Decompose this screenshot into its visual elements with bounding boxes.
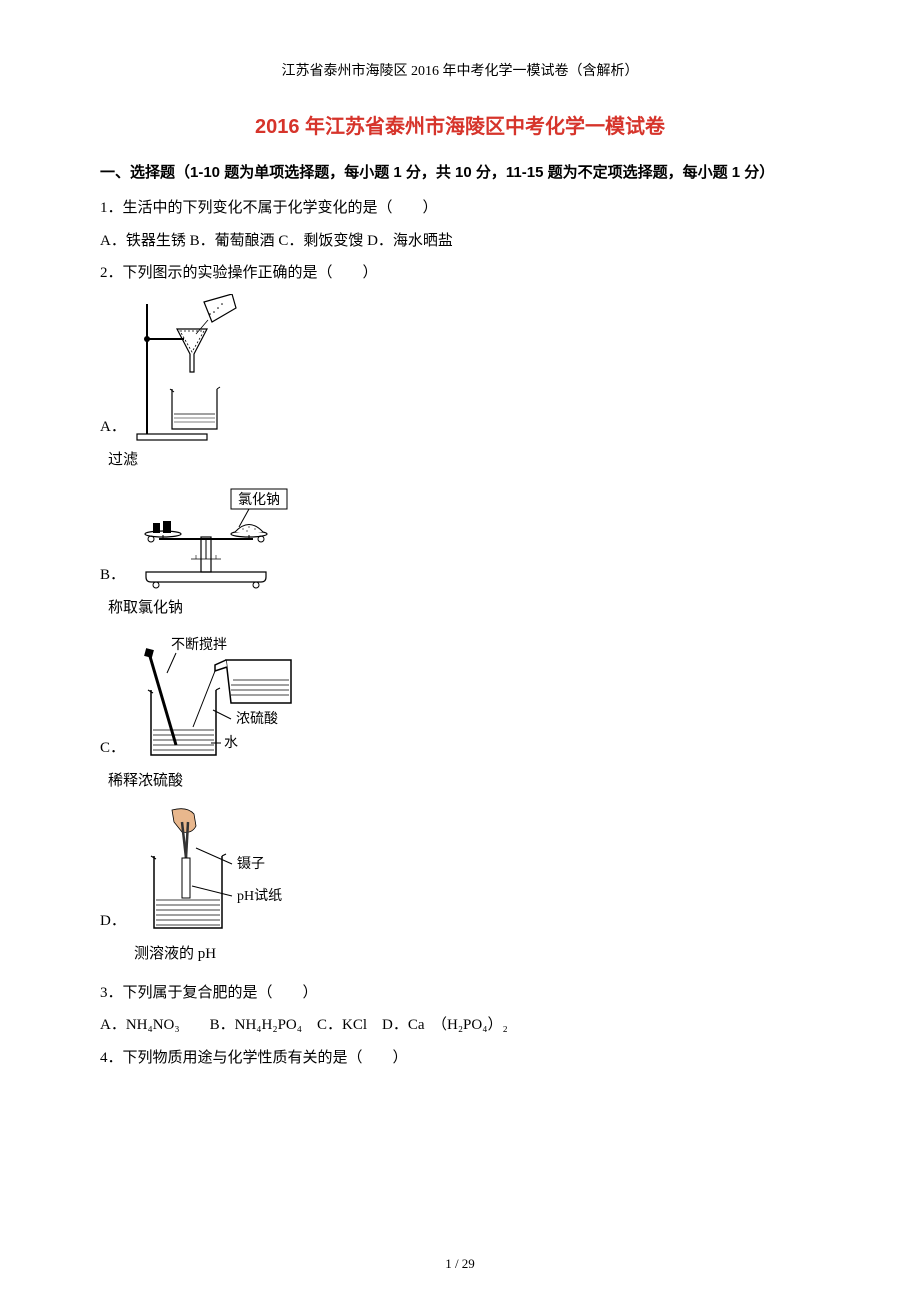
page-footer: 1 / 29	[0, 1256, 920, 1272]
q2-option-b: B． 氯化钠	[100, 485, 820, 627]
filtration-diagram	[132, 294, 242, 444]
q2-c-letter: C．	[100, 738, 125, 765]
q2-a-letter: A．	[100, 417, 126, 444]
water-label: 水	[224, 735, 238, 751]
balance-diagram: 氯化钠	[131, 487, 301, 592]
q2-a-caption: 过滤	[108, 448, 820, 469]
ph-paper-label: pH试纸	[237, 888, 282, 904]
q2-d-letter: D．	[100, 911, 126, 938]
q2-b-letter: B．	[100, 565, 125, 592]
q2-option-c: C． 不断搅拌	[100, 633, 820, 800]
q2-option-d: D．	[100, 806, 820, 973]
q2-b-caption: 称取氯化钠	[108, 596, 820, 617]
q4-stem: 4．下列物质用途与化学性质有关的是（ ）	[100, 1044, 820, 1073]
q2-c-caption: 稀释浓硫酸	[108, 769, 820, 790]
page-header: 江苏省泰州市海陵区 2016 年中考化学一模试卷（含解析）	[100, 60, 820, 80]
q1-stem: 1．生活中的下列变化不属于化学变化的是（ ）	[100, 194, 820, 223]
q3-stem: 3．下列属于复合肥的是（ ）	[100, 979, 820, 1008]
section-heading: 一、选择题（1-10 题为单项选择题，每小题 1 分，共 10 分，11-15 …	[100, 159, 820, 186]
nacl-label: 氯化钠	[238, 492, 280, 508]
paper-title: 2016 年江苏省泰州市海陵区中考化学一模试卷	[100, 110, 820, 139]
tweezers-label: 镊子	[237, 856, 265, 872]
acid-label: 浓硫酸	[236, 711, 278, 727]
q1-options: A．铁器生锈 B．葡萄酿酒 C．剩饭变馊 D．海水晒盐	[100, 227, 820, 256]
q3-options: A．NH₄NO₃ B．NH₄H₂PO₄ C．KCl D．Ca （H₂PO₄）₂	[100, 1011, 820, 1040]
q2-d-caption: 测溶液的 pH	[134, 942, 820, 963]
ph-test-diagram: 镊子 pH试纸	[132, 808, 312, 938]
dilute-acid-diagram: 不断搅拌	[131, 635, 321, 765]
q2-stem: 2．下列图示的实验操作正确的是（ ）	[100, 259, 820, 288]
q2-option-a: A．	[100, 292, 820, 479]
stir-label: 不断搅拌	[171, 637, 227, 653]
